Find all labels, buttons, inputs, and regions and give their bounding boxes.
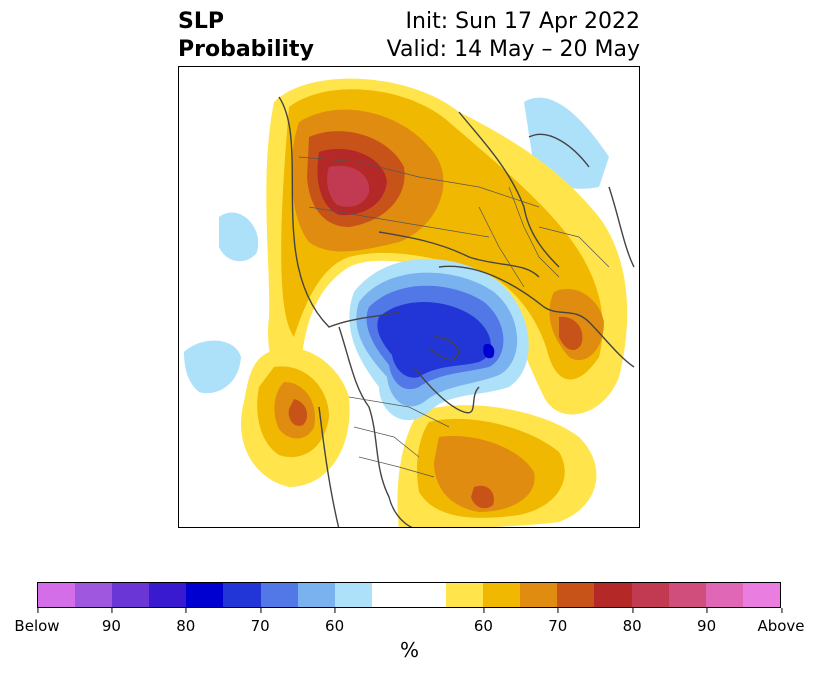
pacific-above-75 [288, 399, 308, 426]
colorbar-segment [112, 583, 150, 607]
valid-range: Valid: 14 May – 20 May [386, 37, 640, 62]
map-panel [178, 66, 640, 528]
title-line-1: SLP [178, 9, 224, 34]
colorbar-segment [260, 583, 298, 607]
colorbar-segment [446, 583, 484, 607]
colorbar-segment [483, 583, 521, 607]
country-borders [298, 156, 610, 478]
colorbar-segment [38, 583, 76, 607]
colorbar-tick-label: 60 [325, 608, 344, 635]
atlantic-above-75 [471, 485, 494, 509]
colorbar-segment [594, 583, 632, 607]
colorbar-segment [371, 583, 447, 607]
colorbar-tick-label: 60 [474, 608, 493, 635]
forecast-dates: Init: Sun 17 Apr 2022 Valid: 14 May – 20… [387, 8, 640, 64]
colorbar-tick-label: 80 [176, 608, 195, 635]
colorbar-segment [520, 583, 558, 607]
east-asia-above-75 [559, 316, 583, 351]
colorbar-segment [223, 583, 261, 607]
colorbar-tick-label: 70 [548, 608, 567, 635]
colorbar-tick-label: 80 [623, 608, 642, 635]
colorbar-segment [631, 583, 669, 607]
colorbar-tick-label: 70 [251, 608, 270, 635]
colorbar-segment [557, 583, 595, 607]
colorbar-unit: % [399, 638, 419, 662]
title-line-2: Probability [178, 37, 314, 62]
colorbar-segment [186, 583, 224, 607]
colorbar-tick-label: Below [14, 608, 60, 635]
coastlines [278, 96, 635, 527]
east-pacific-below-patch [184, 340, 241, 394]
colorbar-segment [705, 583, 743, 607]
init-date: Init: Sun 17 Apr 2022 [405, 9, 640, 34]
colorbar-segment [149, 583, 187, 607]
pacific-below-patch [219, 212, 259, 262]
map-title: SLP Probability [178, 8, 314, 64]
colorbar-tick-label: 90 [697, 608, 716, 635]
atlantic-above-70 [434, 436, 535, 512]
arctic-below-75 [377, 301, 491, 378]
colorbar-tick-label: 90 [102, 608, 121, 635]
eurasia-above-85 [327, 165, 370, 207]
colorbar-segment [75, 583, 113, 607]
probability-map [184, 78, 635, 527]
colorbar [37, 582, 781, 608]
colorbar-ticks: Below 90 80 70 60 60 70 80 90 Above [14, 608, 805, 638]
arctic-below-80 [483, 343, 495, 359]
colorbar-segment [334, 583, 372, 607]
colorbar-segment [742, 583, 780, 607]
colorbar-segment [297, 583, 335, 607]
colorbar-segment [668, 583, 706, 607]
colorbar-tick-label: Above [757, 608, 805, 635]
